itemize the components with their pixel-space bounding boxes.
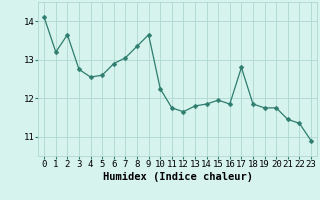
X-axis label: Humidex (Indice chaleur): Humidex (Indice chaleur)	[103, 172, 252, 182]
